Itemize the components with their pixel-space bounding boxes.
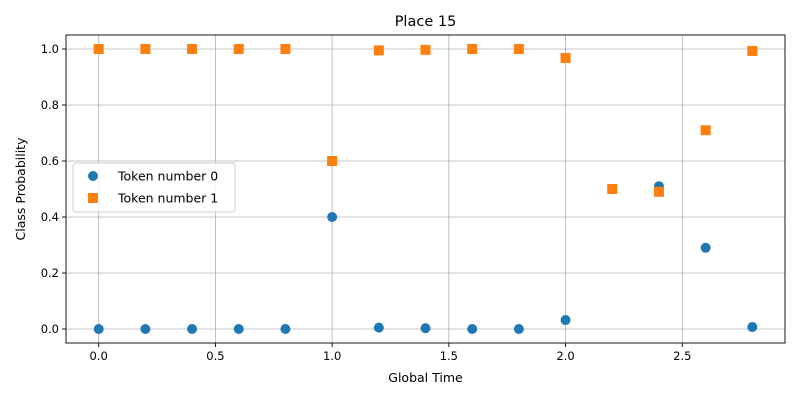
data-point-token-1 — [607, 184, 618, 194]
data-point-token-0 — [467, 324, 478, 334]
data-point-token-1 — [140, 44, 151, 54]
data-point-token-0 — [513, 324, 524, 334]
data-series — [93, 44, 758, 334]
data-point-token-1 — [373, 45, 384, 56]
data-point-token-1 — [467, 44, 478, 54]
data-point-token-0 — [700, 242, 711, 253]
data-point-token-0 — [280, 324, 291, 334]
y-tick-label: 0.4 — [41, 210, 59, 224]
x-tick-label: 2.0 — [556, 349, 574, 363]
data-point-token-1 — [327, 156, 338, 166]
y-tick-label: 0.2 — [41, 266, 59, 280]
data-point-token-1 — [420, 44, 431, 55]
axis-ticks: 0.0 0.5 1.0 1.5 2.0 2.5 0.0 0.2 0.4 0.6 0.8 1.0 — [41, 42, 692, 363]
data-point-token-0 — [233, 324, 244, 334]
data-point-token-0 — [560, 315, 571, 326]
data-point-token-1 — [560, 52, 571, 63]
y-tick-label: 0.0 — [41, 322, 59, 336]
data-point-token-0 — [420, 323, 431, 334]
legend-label-token-0: Token number 0 — [117, 169, 218, 184]
data-point-token-1 — [280, 44, 291, 54]
y-axis-label: Class Probability — [13, 137, 28, 241]
x-tick-label: 1.5 — [440, 349, 458, 363]
legend-marker-token-1 — [88, 193, 98, 203]
x-tick-label: 1.0 — [323, 349, 341, 363]
data-point-token-0 — [327, 212, 338, 222]
data-point-token-0 — [747, 322, 758, 333]
plot-area-frame — [65, 34, 786, 344]
grid-lines — [66, 35, 785, 343]
data-point-token-1 — [187, 44, 198, 54]
data-point-token-1 — [653, 186, 664, 197]
legend-box — [72, 162, 236, 213]
data-point-token-1 — [513, 44, 524, 54]
data-point-token-1 — [700, 125, 711, 136]
x-tick-label: 0.0 — [90, 349, 108, 363]
series-token-0 — [93, 181, 758, 334]
x-axis-label: Global Time — [388, 370, 463, 385]
data-point-token-1 — [233, 44, 244, 54]
chart-title: Place 15 — [395, 14, 457, 30]
data-point-token-1 — [93, 44, 104, 54]
data-point-token-0 — [187, 324, 198, 334]
legend-label-token-1: Token number 1 — [117, 191, 218, 206]
data-point-token-0 — [93, 324, 104, 334]
y-tick-label: 1.0 — [41, 42, 59, 56]
x-tick-label: 0.5 — [206, 349, 224, 363]
series-token-1 — [93, 44, 758, 197]
data-point-token-0 — [373, 322, 384, 333]
y-tick-label: 0.8 — [41, 98, 59, 112]
x-tick-label: 2.5 — [673, 349, 691, 363]
data-point-token-0 — [140, 324, 151, 334]
y-tick-label: 0.6 — [41, 154, 59, 168]
data-point-token-1 — [747, 45, 758, 56]
legend: Token number 0 Token number 1 — [72, 162, 236, 213]
legend-marker-token-0 — [88, 171, 98, 181]
